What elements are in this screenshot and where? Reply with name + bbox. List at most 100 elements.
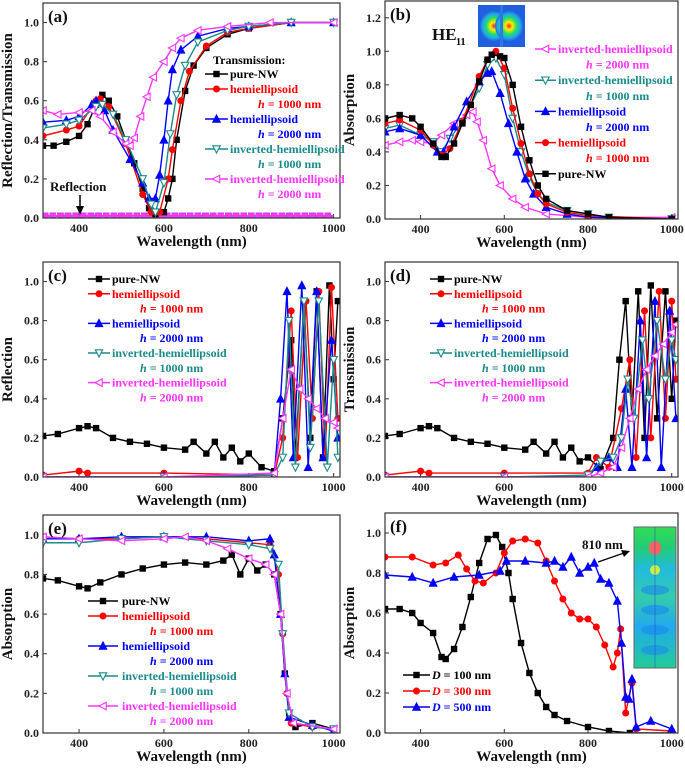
y-tick-label: 0.2 xyxy=(366,178,381,192)
data-point xyxy=(429,629,437,637)
data-point xyxy=(604,577,614,587)
legend-label: hemiellipsoid xyxy=(454,287,522,301)
data-point xyxy=(429,561,437,569)
legend-marker xyxy=(98,640,108,650)
data-point xyxy=(84,585,91,592)
data-point xyxy=(559,454,567,461)
data-point xyxy=(415,129,426,139)
reflection-point xyxy=(324,212,331,218)
data-point xyxy=(114,113,121,120)
data-point xyxy=(622,709,630,717)
data-point xyxy=(660,375,671,385)
plot-frame xyxy=(42,261,341,478)
legend-variable: h xyxy=(258,127,265,141)
arrow-head xyxy=(76,206,84,215)
data-point xyxy=(243,553,253,564)
data-point xyxy=(484,440,491,447)
y-axis-label: Reflection/Transmission xyxy=(0,32,16,187)
data-point xyxy=(164,195,172,202)
field-distribution-inset xyxy=(633,526,677,669)
data-point xyxy=(168,146,176,154)
legend-value: = 1000 nm xyxy=(265,157,322,171)
data-point xyxy=(319,413,329,423)
data-point xyxy=(623,375,633,385)
data-point xyxy=(575,567,585,577)
data-point xyxy=(173,136,180,144)
data-point xyxy=(499,472,509,477)
data-point xyxy=(237,571,244,578)
y-tick-label: 0.6 xyxy=(24,607,39,621)
legend-sublabel: h = 1000 nm xyxy=(140,361,203,375)
series-d xyxy=(385,535,676,733)
reflection-point xyxy=(110,212,118,218)
data-point xyxy=(632,453,640,461)
data-point xyxy=(269,468,278,477)
y-tick-label: 1.0 xyxy=(366,526,381,540)
legend-value: = 2000 nm xyxy=(157,654,214,668)
data-point xyxy=(237,458,244,465)
data-point xyxy=(656,462,666,471)
legend-marker xyxy=(540,44,550,54)
data-point xyxy=(118,571,125,578)
data-point xyxy=(509,104,517,112)
data-point xyxy=(109,434,117,442)
data-point xyxy=(499,543,506,551)
data-point xyxy=(265,544,275,554)
data-point xyxy=(181,446,189,453)
x-tick-label: 400 xyxy=(70,221,88,235)
data-point xyxy=(612,595,622,605)
reflection-point xyxy=(286,212,293,218)
data-point xyxy=(409,115,416,122)
data-point xyxy=(434,424,441,432)
data-point xyxy=(486,164,496,174)
legend-label: inverted-hemiellipsoid xyxy=(454,346,569,360)
legend-label: D = 500 nm xyxy=(431,700,491,714)
data-point xyxy=(650,295,660,305)
panel-label: (d) xyxy=(390,266,411,285)
data-point xyxy=(496,53,504,60)
data-point xyxy=(190,438,197,446)
reflection-point xyxy=(202,212,209,218)
data-point xyxy=(43,117,48,126)
data-point xyxy=(396,430,403,438)
data-point xyxy=(160,561,168,568)
y-tick-label: 0.8 xyxy=(366,78,381,92)
data-point xyxy=(116,536,126,546)
data-point xyxy=(626,729,634,733)
data-point xyxy=(597,465,604,473)
legend-value: = 1000 nm xyxy=(157,684,214,698)
data-point xyxy=(425,469,433,477)
data-point xyxy=(595,573,606,583)
y-tick-label: 0.2 xyxy=(24,686,39,700)
legend-marker xyxy=(93,377,103,388)
data-point xyxy=(509,595,516,603)
y-tick-label: 0.4 xyxy=(24,647,39,661)
series-inverted-hemiellipsoid xyxy=(43,532,338,733)
legend-variable: h xyxy=(482,331,489,345)
y-tick-label: 0.4 xyxy=(24,133,39,147)
legend-marker xyxy=(542,170,549,177)
data-point xyxy=(275,609,285,619)
series-pure-nw xyxy=(385,51,675,219)
x-tick-label: 400 xyxy=(412,736,430,750)
legend-label: hemiellipsoid xyxy=(112,316,180,330)
data-point xyxy=(646,715,656,725)
data-point xyxy=(627,462,637,471)
x-axis-label: Wavelength (nm) xyxy=(476,235,586,251)
legend-marker xyxy=(411,701,422,711)
data-point xyxy=(576,458,583,465)
legend-sublabel: h = 1000 nm xyxy=(258,97,321,111)
reflection-point xyxy=(72,212,79,218)
data-point xyxy=(501,555,511,565)
data-point xyxy=(540,209,550,219)
legend-marker xyxy=(211,113,222,123)
data-point xyxy=(542,200,550,208)
legend-title: Transmission: xyxy=(213,53,285,67)
